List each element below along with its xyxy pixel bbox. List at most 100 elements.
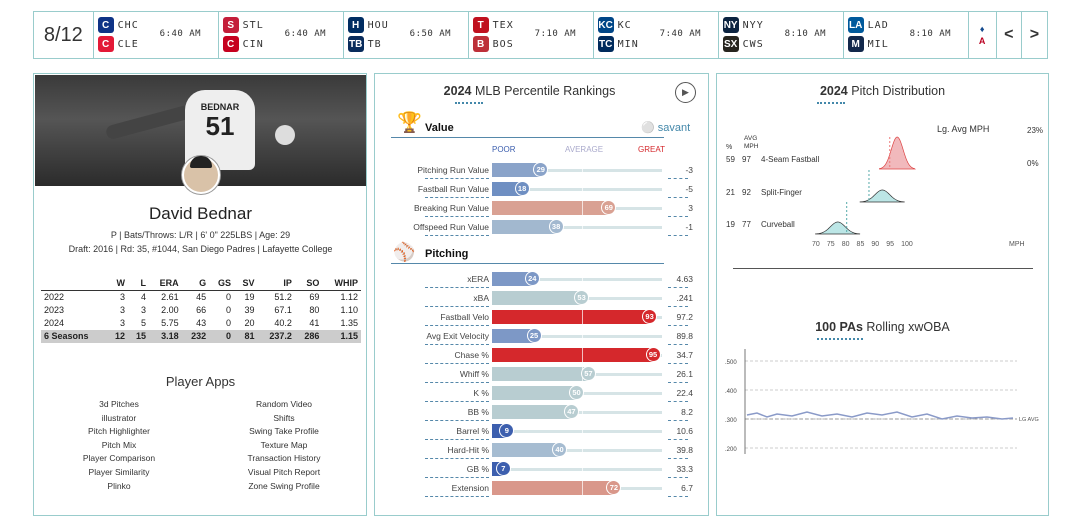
player-app-link[interactable]: Transaction History [247, 453, 321, 464]
row-dash [668, 287, 688, 288]
home-team-logo-icon: SX [722, 36, 739, 52]
player-app-link[interactable]: Random Video [255, 399, 313, 409]
player-app-link[interactable]: Player Comparison [82, 453, 156, 464]
percentile-dot: 50 [569, 385, 584, 400]
metric-value: 89.8 [676, 331, 693, 341]
percentile-label: Extension [451, 483, 489, 493]
row-dash [425, 235, 489, 236]
percentile-title-text: MLB Percentile Rankings [474, 84, 616, 98]
average-line [582, 348, 583, 362]
row-dash [668, 420, 688, 421]
player-app-link[interactable]: Zone Swing Profile [248, 480, 320, 491]
percentile-label: GB % [466, 464, 489, 474]
stat-cell: 0 [209, 329, 235, 343]
row-dash [668, 306, 688, 307]
metric-value: 33.3 [676, 464, 693, 474]
away-team-logo-icon: T [472, 17, 489, 33]
player-apps-title: Player Apps [165, 374, 236, 389]
home-team: MIL [867, 38, 889, 50]
dist-x-unit: MPH [1009, 241, 1025, 248]
pitcher-arm-shape [104, 103, 196, 141]
pitch-name: 4-Seam Fastball [761, 155, 820, 164]
stat-header: ERA [148, 276, 182, 291]
stat-cell: 0 [226, 318, 232, 328]
metric-value: 26.1 [676, 369, 693, 379]
prev-button[interactable]: < [997, 12, 1022, 58]
stat-header: G [181, 276, 210, 291]
lg-avg-label: Lg. Avg MPH [937, 124, 990, 134]
player-app-link[interactable]: 3d Pitches [99, 399, 139, 409]
player-app-link[interactable]: Pitch Mix [101, 439, 137, 450]
game-time: 8:10 AM [784, 29, 827, 39]
stat-cell: 3 [120, 305, 126, 315]
percentile-bar [492, 201, 610, 215]
stat-cell: 5.75 [161, 318, 179, 328]
savant-text: savant [657, 122, 691, 134]
stat-cell: 19 [244, 292, 255, 303]
row-dash [668, 382, 688, 383]
home-team-logo-icon: M [847, 36, 864, 52]
pitcher-icon: ⚾ [393, 242, 416, 262]
pitch-mph: 97 [742, 155, 751, 164]
pitching-divider [391, 263, 664, 264]
metric-value: -3 [685, 165, 693, 175]
home-team-logo-icon: TB [347, 36, 364, 52]
away-team-logo-icon: C [97, 17, 114, 33]
game-card[interactable]: C CHC C CLE 6:40 AM [94, 12, 219, 58]
game-card[interactable]: S STL C CIN 6:40 AM [219, 12, 344, 58]
percentile-bar [492, 481, 615, 495]
player-draft: Draft: 2016 | Rd: 35, #1044, San Diego P… [68, 244, 333, 254]
rolling-xwoba-chart: .500 .400 .300 .200 LG AVG [725, 349, 1039, 454]
player-apps-right: Random Video Shifts Swing Take Profile Text… [214, 398, 354, 493]
percentile-bar [492, 163, 542, 177]
stat-cell: 4 [140, 292, 146, 303]
section-divider [733, 268, 1033, 269]
dist-x-tick: 80 [841, 241, 850, 248]
game-time: 7:40 AM [659, 29, 702, 39]
player-app-link[interactable]: Pitch Highlighter [88, 426, 150, 437]
player-app-link[interactable]: Player Similarity [88, 466, 150, 477]
player-app-link[interactable]: Texture Map [260, 439, 308, 450]
rolling-y-tick: .500 [725, 360, 737, 366]
stat-cell: 3 [140, 305, 146, 315]
percentile-dot: 69 [601, 200, 617, 215]
player-app-link[interactable]: Visual Pitch Report [247, 466, 321, 477]
player-app-link[interactable]: Swing Take Profile [249, 426, 319, 437]
scale-poor: POOR [492, 145, 516, 154]
game-card[interactable]: KC KC TC MIN 7:40 AM [594, 12, 719, 58]
stat-header: IP [257, 276, 295, 291]
percentile-bar [492, 291, 583, 305]
row-dash [425, 306, 489, 307]
game-card[interactable]: LA LAD M MIL 8:10 AM [844, 12, 969, 58]
percentile-dot: 47 [563, 404, 579, 419]
pitch-density-curve [879, 136, 917, 170]
percentile-dot: 24 [524, 271, 540, 286]
row-dash [425, 178, 489, 179]
next-game-logos[interactable]: ♦ A [969, 12, 997, 58]
game-card[interactable]: NY NYY SX CWS 8:10 AM [719, 12, 844, 58]
row-dash [668, 235, 688, 236]
home-team: CWS [742, 38, 764, 50]
stat-row: 2022 3 4 2.61 45 0 19 51.2 69 1.12 [41, 291, 361, 304]
distribution-year: 2024 [819, 84, 848, 98]
player-app-link[interactable]: Plinko [107, 480, 131, 491]
percentile-dot: 38 [548, 219, 564, 234]
game-card[interactable]: T TEX B BOS 7:10 AM [469, 12, 594, 58]
home-team-logo-icon: C [97, 36, 114, 52]
rolling-xwoba-line [746, 411, 1014, 420]
next-button[interactable]: > [1029, 26, 1040, 43]
stat-cell: 1.12 [340, 292, 358, 303]
scale-average: AVERAGE [565, 145, 604, 154]
pitch-pct: 59 [726, 155, 735, 164]
play-button[interactable]: ▶ [675, 82, 696, 103]
player-app-link[interactable]: illustrator [101, 412, 137, 423]
average-line [582, 310, 583, 324]
scale-great: GREAT [638, 145, 665, 154]
metric-value: -5 [685, 184, 693, 194]
player-app-link[interactable]: Shifts [273, 412, 295, 423]
home-team: TB [367, 38, 382, 50]
stat-row: 2023 3 3 2.00 66 0 39 67.1 80 1.10 [41, 304, 361, 317]
blue-jays-logo-icon: ♦ [979, 24, 985, 34]
pitch-mph: 77 [742, 220, 751, 229]
game-card[interactable]: H HOU TB TB 6:50 AM [344, 12, 469, 58]
